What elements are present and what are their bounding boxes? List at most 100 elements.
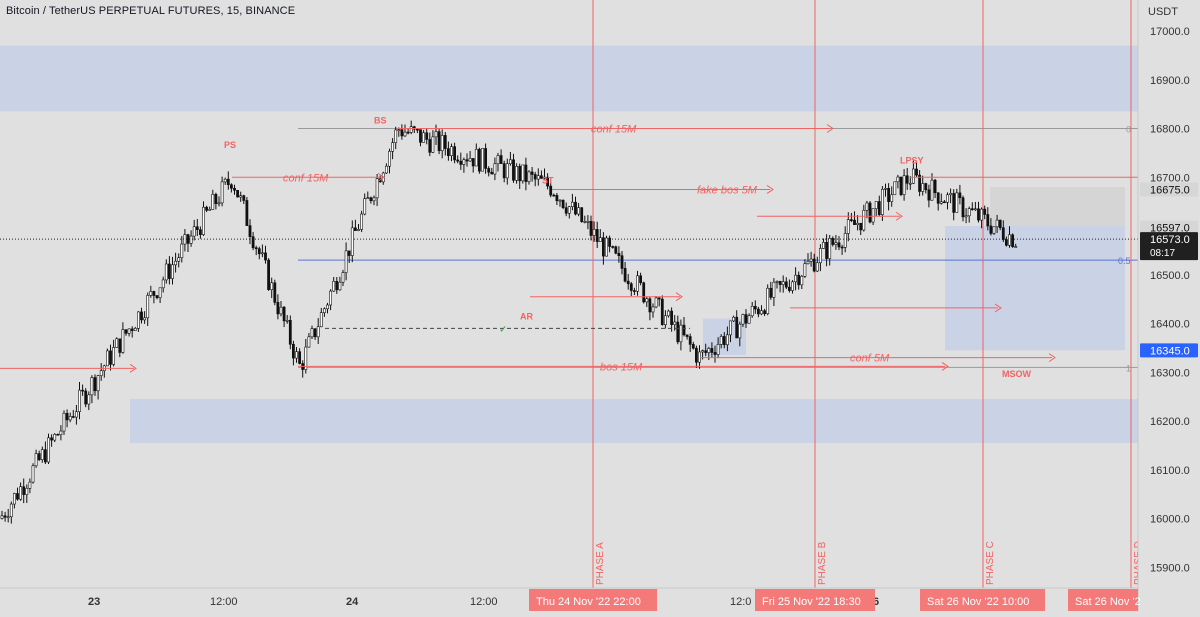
candle-body <box>533 174 537 180</box>
candle-body <box>62 412 66 432</box>
time-tick: 12:00 <box>470 596 498 608</box>
candle-body <box>217 202 221 205</box>
candle-body <box>570 201 574 207</box>
phase-label-3: PHASE C <box>985 541 996 585</box>
candle-body <box>670 310 674 325</box>
candle-body <box>140 311 143 321</box>
candle-body <box>450 146 453 156</box>
time-tick: 12:00 <box>210 596 238 608</box>
bos-15m-label: bos 15M <box>600 361 643 373</box>
candle-body <box>738 323 742 339</box>
candle-body <box>304 346 308 370</box>
candle-body <box>446 148 450 156</box>
candle-body <box>946 194 949 203</box>
candle-body <box>397 129 401 131</box>
candle-body <box>406 131 410 134</box>
candle-body <box>657 297 661 300</box>
candle-body <box>353 227 357 231</box>
candle-body <box>149 291 153 296</box>
time-tick: 6 <box>873 596 879 608</box>
candle-body <box>617 252 621 257</box>
candle-body <box>896 176 900 183</box>
candle-body <box>496 155 500 165</box>
fib-label-0.5: 0.5 <box>1118 256 1131 266</box>
price-label-countdown: 08:17 <box>1150 248 1175 259</box>
candle-body <box>143 317 147 321</box>
supply-zone <box>0 45 1138 112</box>
candle-body <box>1011 234 1015 248</box>
candle-body <box>834 242 838 245</box>
candle-body <box>257 248 261 255</box>
candle-body <box>756 308 760 315</box>
candle-body <box>226 178 230 186</box>
candle-body <box>725 334 729 346</box>
candle-body <box>211 193 215 210</box>
candle-body <box>121 329 125 353</box>
candle-body <box>363 198 367 215</box>
fake-bos-label: fake bos 5M <box>697 184 758 196</box>
candle-body <box>236 190 240 198</box>
candle-body <box>735 316 739 339</box>
candle-body <box>769 287 773 298</box>
candle-body <box>34 453 38 467</box>
price-tick: 16100.0 <box>1150 465 1190 477</box>
candle-body <box>899 176 903 195</box>
candle-body <box>809 258 813 262</box>
price-tick: 15900.0 <box>1150 562 1190 574</box>
wyckoff-label-msow: MSOW <box>1002 369 1032 379</box>
candle-body <box>279 306 283 315</box>
candle-body <box>524 164 528 182</box>
price-axis-currency: USDT <box>1148 6 1178 18</box>
time-highlight-label: Thu 24 Nov '22 22:00 <box>536 596 641 608</box>
candle-body <box>998 219 1002 229</box>
arrow-head <box>826 124 834 133</box>
candle-body <box>902 175 906 195</box>
candle-body <box>161 279 165 289</box>
candle-body <box>285 320 289 322</box>
candle-body <box>589 221 593 236</box>
candle-body <box>499 155 503 164</box>
candle-body <box>109 350 112 365</box>
candle-body <box>65 412 69 421</box>
candle-body <box>40 449 44 460</box>
candle-body <box>276 302 280 315</box>
arrow-head <box>766 185 774 194</box>
candle-body <box>230 184 233 189</box>
candle-body <box>908 182 912 185</box>
candle-body <box>958 192 962 199</box>
candle-body <box>199 229 202 235</box>
candle-body <box>1004 239 1008 246</box>
demand-zone <box>130 399 1138 443</box>
candle-body <box>47 437 50 463</box>
candle-body <box>868 202 872 223</box>
candle-body <box>1008 234 1011 246</box>
time-tick: 24 <box>346 596 359 608</box>
price-tick: 16700.0 <box>1150 172 1190 184</box>
candle-body <box>905 175 909 184</box>
candle-body <box>651 306 655 313</box>
price-tick: 17000.0 <box>1150 26 1190 38</box>
candle-body <box>698 351 701 363</box>
candle-body <box>6 516 10 519</box>
candle-body <box>701 350 705 353</box>
candle-body <box>487 168 491 173</box>
candle-body <box>338 281 342 291</box>
wyckoff-label-bs: BS <box>374 116 387 126</box>
candle-body <box>803 263 807 277</box>
candle-body <box>949 193 953 196</box>
candle-body <box>13 493 16 505</box>
candle-body <box>877 201 881 215</box>
candle-body <box>989 225 993 234</box>
fib-label-1: 1 <box>1126 363 1131 373</box>
candle-body <box>806 261 810 265</box>
candle-body <box>437 131 441 152</box>
candle-body <box>722 336 726 346</box>
wyckoff-label-ar: AR <box>520 312 533 322</box>
candle-body <box>685 334 689 337</box>
price-label-high: 16675.0 <box>1150 184 1190 196</box>
candle-body <box>335 281 339 291</box>
candle-body <box>459 160 463 165</box>
candle-body <box>477 148 481 172</box>
